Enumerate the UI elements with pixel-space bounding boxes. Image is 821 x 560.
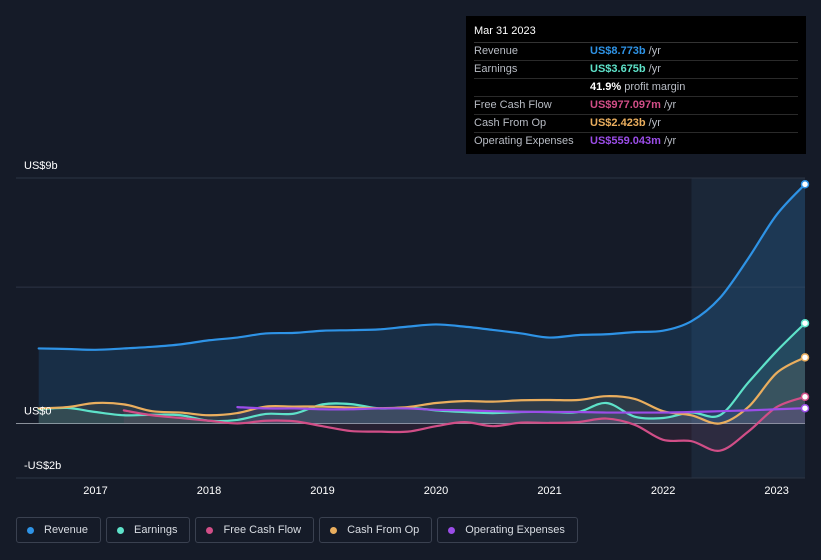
marker-layer [800, 180, 810, 413]
revenue-line [37, 183, 807, 351]
legend-label: Revenue [44, 524, 89, 536]
operating-expenses-line [236, 405, 807, 414]
tooltip-row-unit: /yr [648, 45, 661, 57]
tooltip-row-label: Earnings [474, 63, 518, 75]
tooltip-row-label: Free Cash Flow [474, 99, 552, 111]
legend-label: Free Cash Flow [223, 524, 302, 536]
fill-layer [38, 184, 806, 451]
legend-label: Operating Expenses [465, 524, 565, 536]
tooltip-row: Operating Expenses US$559.043m/yr [474, 133, 798, 150]
legend-item[interactable]: Revenue [16, 517, 102, 543]
grid-layer [16, 177, 805, 479]
tooltip-row-label [474, 79, 590, 96]
legend-dot-icon [330, 526, 338, 534]
x-tick-label: 2019 [310, 485, 334, 497]
x-tick-label: 2018 [197, 485, 221, 497]
line-layer [37, 183, 807, 452]
revenue-end-marker [800, 180, 810, 189]
legend-item[interactable]: Free Cash Flow [195, 517, 315, 543]
tooltip-row-unit: /yr [663, 99, 677, 111]
tooltip-row: 41.9% profit margin [474, 79, 798, 97]
legend-dot-icon [206, 526, 214, 534]
tooltip-row-value: US$3.675b [590, 63, 646, 75]
tooltip-row: Earnings US$3.675b/yr [474, 61, 798, 79]
tooltip-row-unit: /yr [648, 117, 661, 129]
y-tick-label: -US$2b [24, 460, 61, 472]
tooltip-row-unit: /yr [663, 135, 677, 147]
legend-item[interactable]: Cash From Op [319, 517, 433, 543]
tooltip-row: Cash From Op US$2.423b/yr [474, 115, 798, 133]
free-cash-flow-area [123, 396, 805, 451]
revenue-area [38, 184, 806, 424]
tooltip-row-unit: profit margin [624, 81, 686, 93]
cash-from-op-line [37, 356, 807, 425]
x-tick-label: 2020 [424, 485, 448, 497]
x-tick-label: 2021 [537, 485, 561, 497]
earnings-area [38, 323, 806, 424]
legend-dot-icon [27, 526, 34, 534]
tooltip-date: Mar 31 2023 [474, 24, 798, 43]
x-tick-label: 2023 [764, 485, 788, 497]
tooltip-row-unit: /yr [648, 63, 661, 75]
legend-label: Cash From Op [347, 524, 420, 536]
legend-dot-icon [117, 526, 125, 534]
legend-item[interactable]: Earnings [106, 517, 191, 543]
tooltip-row-label: Operating Expenses [474, 135, 574, 147]
operating-expenses-end-marker [800, 403, 810, 413]
x-tick-label: 2022 [651, 485, 675, 497]
x-axis-labels: 2017 2018 2019 2020 2021 2022 2023 [83, 485, 789, 497]
highlight-band [691, 178, 805, 478]
free-cash-flow-line [122, 395, 807, 452]
free-cash-flow-end-marker [800, 392, 810, 402]
cash-from-op-area [38, 357, 806, 424]
legend-dot-icon [448, 526, 456, 534]
legend-item[interactable]: Operating Expenses [437, 517, 578, 543]
tooltip-panel: Mar 31 2023 Revenue US$8.773b/yr Earnings U… [466, 16, 806, 154]
earnings-end-marker [800, 318, 810, 328]
operating-expenses-area [237, 407, 806, 424]
tooltip-row-value: 41.9% [590, 81, 622, 93]
tooltip-row: Free Cash Flow US$977.097m/yr [474, 97, 798, 115]
tooltip-row-value: US$977.097m [590, 99, 661, 111]
y-tick-label: US$0 [24, 405, 52, 417]
y-axis-labels: US$9b US$0 -US$2b [24, 160, 61, 472]
legend: Revenue Earnings Free Cash Flow Cash From O… [16, 517, 578, 543]
tooltip-row-value: US$559.043m [590, 135, 661, 147]
x-tick-label: 2017 [83, 485, 107, 497]
cash-from-op-end-marker [800, 353, 810, 362]
y-tick-label: US$9b [24, 160, 58, 172]
tooltip-row-value: US$8.773b [590, 45, 646, 57]
tooltip-row: Revenue US$8.773b/yr [474, 43, 798, 61]
legend-label: Earnings [134, 524, 178, 536]
tooltip-row-label: Revenue [474, 45, 519, 57]
tooltip-row-value: US$2.423b [590, 117, 646, 129]
tooltip-row-label: Cash From Op [474, 117, 547, 129]
